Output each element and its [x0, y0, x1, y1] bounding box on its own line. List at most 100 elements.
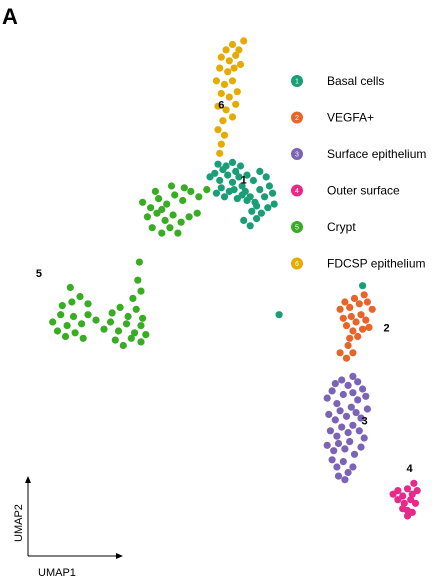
data-point [347, 403, 355, 411]
data-point [328, 456, 336, 464]
data-point [349, 389, 357, 397]
legend: 1 Basal cells 2 VEGFA+ 3 Surface epithelium 4 O… [291, 74, 426, 271]
data-point [114, 327, 123, 335]
data-point [84, 311, 92, 319]
data-point [228, 40, 237, 49]
data-point [368, 305, 376, 313]
data-point [323, 441, 331, 449]
cluster-label-3: 3 [361, 415, 367, 427]
cluster-label-2: 2 [384, 323, 390, 335]
data-point [174, 229, 182, 237]
data-point [216, 64, 224, 72]
data-point [219, 117, 227, 125]
data-point [228, 178, 237, 186]
data-point [53, 327, 62, 335]
data-point [359, 325, 367, 333]
data-point [403, 485, 412, 493]
data-point [137, 338, 145, 346]
legend-item-5: 5 Crypt [291, 220, 356, 234]
legend-item-2: 2 VEGFA+ [291, 111, 374, 125]
panel-letter: A [2, 4, 18, 29]
data-point [341, 476, 349, 484]
data-point [58, 302, 66, 310]
data-point [106, 318, 115, 326]
data-points [49, 37, 421, 520]
data-point [220, 131, 229, 139]
data-point [171, 191, 179, 199]
umap-axes: UMAP1 UMAP2 [13, 476, 123, 579]
data-point [129, 294, 137, 302]
data-point [108, 309, 116, 317]
data-point [357, 414, 365, 422]
data-point [357, 443, 365, 451]
data-point [220, 80, 229, 88]
data-point [269, 189, 277, 197]
data-point [362, 392, 370, 400]
data-point [354, 378, 362, 386]
data-point [217, 89, 225, 98]
data-point [76, 293, 84, 301]
data-point [333, 400, 341, 408]
data-point [362, 316, 370, 324]
data-point [224, 68, 232, 76]
data-point [341, 298, 349, 306]
data-point [330, 447, 338, 455]
legend-label: Surface epithelium [327, 147, 426, 161]
data-point [122, 320, 131, 328]
data-point [142, 331, 150, 339]
data-point [158, 229, 166, 237]
data-point [238, 182, 246, 190]
data-point [349, 327, 357, 335]
data-point [233, 195, 241, 203]
data-point [344, 468, 352, 477]
data-point [212, 189, 220, 197]
data-point [228, 113, 237, 121]
series-6-points [212, 37, 248, 157]
legend-marker [291, 257, 303, 270]
data-point [262, 173, 270, 181]
legend-label: Crypt [327, 220, 356, 234]
data-point [116, 303, 124, 311]
data-point [257, 209, 265, 217]
data-point [400, 499, 408, 507]
data-point [100, 325, 108, 333]
data-point [350, 294, 359, 302]
data-point [355, 300, 363, 308]
data-point [336, 305, 344, 313]
data-point [243, 196, 251, 205]
data-point [134, 276, 142, 284]
series-5-points [49, 182, 211, 350]
data-point [222, 106, 230, 114]
data-point [49, 318, 57, 326]
cluster-label-4: 4 [406, 463, 413, 475]
data-point [132, 305, 140, 313]
data-point [68, 298, 76, 306]
legend-marker-number: 6 [295, 261, 299, 268]
data-point [166, 224, 174, 232]
data-point [230, 64, 238, 72]
data-point [63, 322, 71, 330]
data-point [57, 311, 65, 319]
data-point [79, 334, 87, 342]
data-point [328, 387, 336, 395]
data-point [111, 336, 119, 344]
data-point [359, 385, 367, 393]
legend-item-6: 6 FDCSP epithelium [291, 257, 425, 271]
data-point [365, 323, 373, 331]
data-point [195, 193, 203, 201]
data-point [131, 329, 139, 337]
data-point [275, 311, 283, 319]
data-point [363, 298, 371, 306]
data-point [249, 176, 257, 185]
data-point [261, 193, 269, 201]
data-point [342, 354, 351, 362]
data-point [248, 207, 256, 215]
data-point [220, 193, 229, 201]
data-point [236, 162, 245, 170]
data-point [410, 479, 418, 487]
data-point [151, 187, 159, 195]
data-point [180, 184, 188, 192]
data-point [167, 182, 176, 190]
data-point [360, 291, 368, 299]
data-point [326, 427, 334, 435]
